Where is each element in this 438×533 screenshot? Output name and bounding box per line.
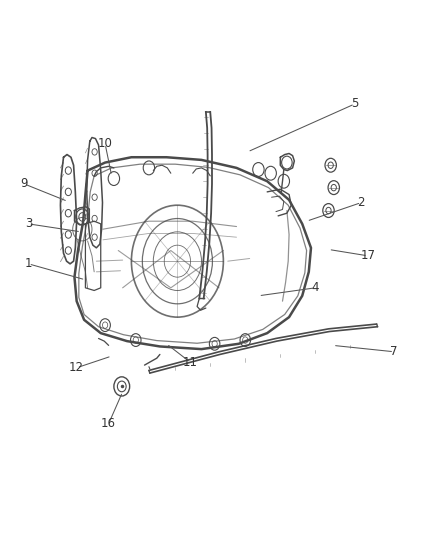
- Text: 10: 10: [98, 138, 113, 150]
- Text: 16: 16: [101, 417, 116, 430]
- Text: 2: 2: [357, 196, 365, 209]
- Text: 3: 3: [25, 217, 32, 230]
- Text: 1: 1: [25, 257, 32, 270]
- Text: 9: 9: [20, 177, 28, 190]
- Text: 11: 11: [183, 356, 198, 369]
- Text: 7: 7: [390, 345, 398, 358]
- Text: 5: 5: [351, 98, 358, 110]
- Text: 17: 17: [360, 249, 375, 262]
- Text: 12: 12: [69, 361, 84, 374]
- Text: 4: 4: [311, 281, 319, 294]
